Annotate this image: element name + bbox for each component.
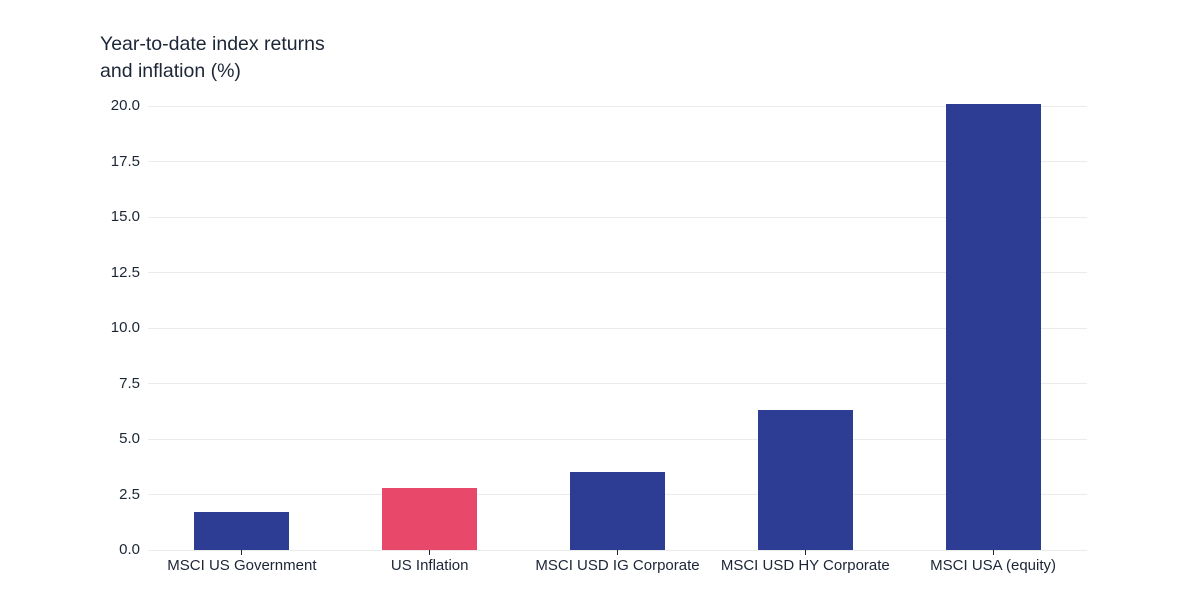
- gridline: [148, 438, 1087, 440]
- x-tick-label: MSCI USA (equity): [930, 557, 1057, 574]
- y-tick-label: 20.0: [110, 97, 140, 114]
- chart-title: Year-to-date index returns and inflation…: [100, 33, 325, 82]
- gridline: [148, 272, 1087, 273]
- x-tick-mark: [241, 550, 243, 555]
- gridline: [148, 105, 1087, 107]
- bar: [945, 103, 1041, 550]
- x-tick-mark: [429, 550, 431, 555]
- x-tick-mark: [617, 550, 618, 555]
- bar: [382, 487, 478, 550]
- x-tick-label: MSCI USD IG Corporate: [535, 557, 700, 574]
- y-tick-label: 5.0: [119, 430, 140, 447]
- gridline: [148, 383, 1087, 384]
- y-tick-label: 7.5: [119, 374, 140, 392]
- y-tick-label: 0.0: [119, 541, 140, 558]
- x-tick-mark: [804, 550, 806, 555]
- y-tick-label: 17.5: [110, 152, 140, 170]
- y-tick-label: 12.5: [110, 263, 140, 281]
- x-tick-label: MSCI USD HY Corporate: [720, 557, 890, 574]
- gridline: [148, 327, 1087, 329]
- bar: [570, 472, 665, 550]
- bar: [757, 410, 853, 550]
- y-tick-label: 2.5: [119, 485, 140, 503]
- gridline: [148, 161, 1087, 162]
- y-tick-label: 10.0: [110, 319, 140, 336]
- x-tick-label: MSCI US Government: [167, 557, 317, 574]
- x-tick-mark: [992, 550, 994, 555]
- bar: [194, 512, 290, 550]
- gridline: [148, 216, 1087, 218]
- y-tick-label: 15.0: [110, 208, 140, 225]
- x-tick-label: US Inflation: [390, 557, 469, 574]
